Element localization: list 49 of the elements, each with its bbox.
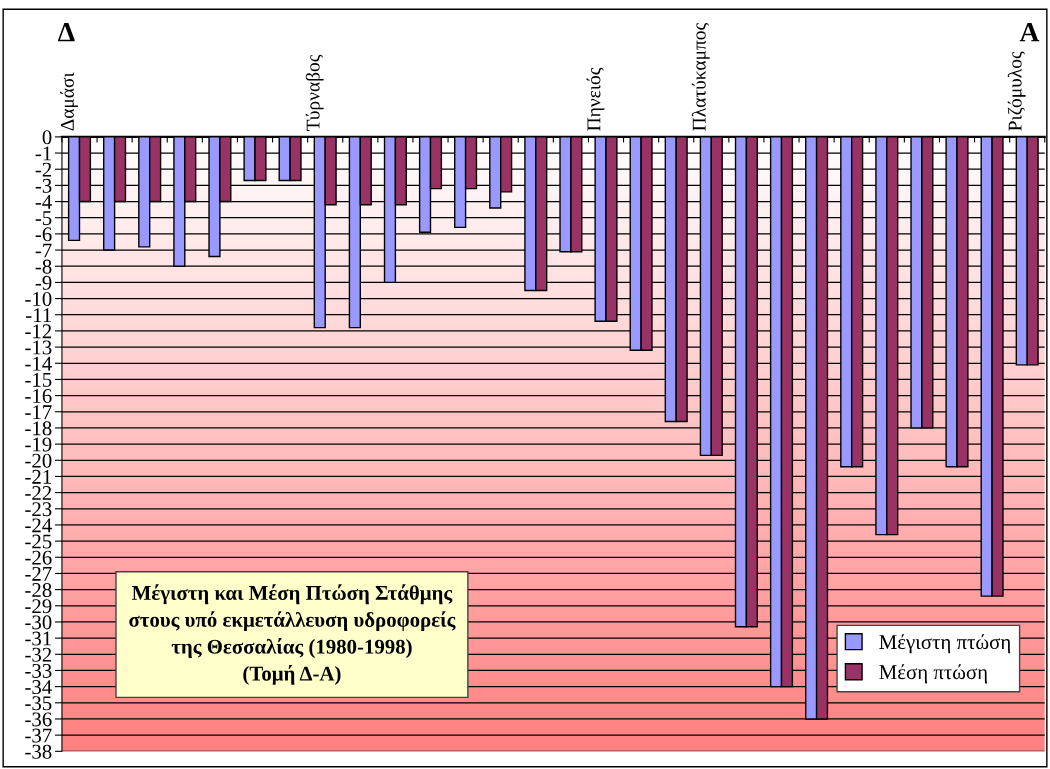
x-tick-label: Πλατύκαμπος — [691, 22, 710, 131]
y-tick-label: -3 — [35, 178, 52, 193]
y-tick-label: -10 — [25, 291, 52, 307]
y-tick-label: -14 — [25, 356, 52, 371]
x-tick-label: Πηνειός — [586, 67, 605, 131]
y-tick-label: -21 — [25, 469, 51, 484]
y-tick-label: -2 — [35, 162, 52, 177]
y-tick-label: -30 — [25, 615, 52, 630]
y-tick-label: -19 — [25, 437, 52, 452]
y-tick-label: -37 — [25, 728, 52, 743]
y-tick-label: -1 — [35, 146, 51, 161]
y-tick-label: -32 — [25, 647, 52, 662]
text: Μέγιστη και Μέση Πτώση Στάθμης στους υπό εκμετάλλευση υδροφορείς της Θεσσαλίας (1980-1998) (Τομή Δ-Α) — [129, 584, 456, 685]
x-tick-label: Δαμάσι — [60, 72, 78, 131]
y-tick-label: -9 — [35, 275, 52, 290]
y-tick-label: -33 — [25, 663, 52, 678]
y-tick-label: -17 — [25, 405, 52, 419]
text: Δ — [58, 22, 75, 42]
legend-label: Μέγιστη πτώση — [879, 634, 1011, 654]
y-tick-label: -34 — [25, 680, 52, 695]
y-tick-label: -29 — [25, 599, 52, 614]
x-tick-label: Τύρναβος — [305, 54, 324, 131]
y-tick-label: -5 — [35, 211, 52, 226]
y-tick-label: -7 — [35, 243, 52, 258]
y-tick-label: -18 — [25, 421, 52, 436]
y-tick-label: -27 — [25, 566, 52, 581]
text: Α — [1019, 22, 1040, 42]
y-tick-label: 0 — [42, 130, 52, 145]
y-tick-label: -15 — [25, 372, 52, 387]
y-tick-label: -28 — [25, 582, 52, 598]
y-tick-label: -13 — [25, 340, 52, 355]
y-tick-label: -26 — [25, 550, 52, 565]
y-tick-label: -38 — [25, 744, 52, 759]
y-tick-label: -11 — [26, 308, 51, 322]
x-tick-label: Ριζόμυλος — [1007, 51, 1026, 131]
y-tick-label: -16 — [25, 389, 52, 404]
y-tick-label: -4 — [35, 195, 52, 209]
y-tick-label: -20 — [25, 453, 52, 468]
y-tick-label: -6 — [35, 227, 52, 242]
y-tick-label: -36 — [25, 712, 52, 727]
y-tick-label: -22 — [25, 486, 52, 500]
y-tick-label: -24 — [25, 518, 52, 533]
y-tick-label: -31 — [25, 631, 51, 646]
y-tick-label: -12 — [25, 324, 52, 339]
y-tick-label: -25 — [25, 534, 52, 549]
y-tick-label: -23 — [25, 502, 52, 517]
legend-label: Μέση πτώση — [879, 664, 987, 684]
y-tick-label: -35 — [25, 696, 52, 711]
y-tick-label: -8 — [35, 259, 52, 274]
